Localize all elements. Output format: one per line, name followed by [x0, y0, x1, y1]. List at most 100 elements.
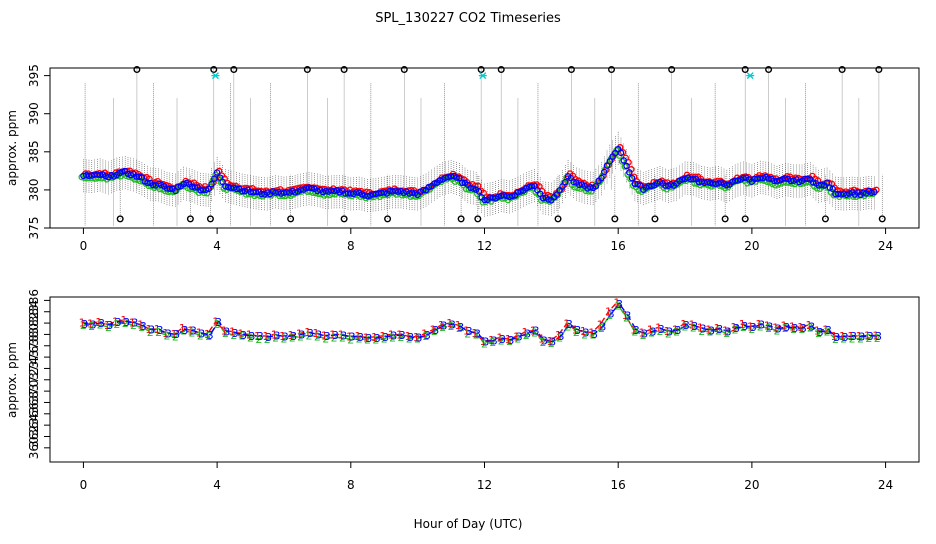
top-data-point — [773, 177, 781, 185]
top-high-outlier — [477, 66, 485, 74]
bottom-point-label-3: 3 — [574, 324, 581, 337]
top-cyan-marker — [211, 72, 220, 80]
bottom-point-label-3: 3 — [282, 330, 289, 343]
bottom-point-label-1: 1 — [221, 325, 228, 338]
bottom-point-label-1: 1 — [697, 322, 704, 335]
bottom-point-label-1: 1 — [797, 321, 804, 334]
bottom-point-label-3: 3 — [148, 324, 155, 337]
bottom-point-label-3: 3 — [382, 331, 389, 344]
bottom-point-label-2: 2 — [573, 326, 580, 339]
bottom-y-tick-label: 376 — [27, 346, 41, 369]
bottom-point-label-2: 2 — [707, 326, 714, 339]
bottom-point-label-3: 3 — [399, 329, 406, 342]
top-data-point — [648, 182, 655, 190]
bottom-point-label-3: 3 — [858, 331, 865, 344]
top-x-tick-label: 16 — [611, 239, 626, 253]
bottom-point-label-2: 2 — [314, 331, 321, 344]
bottom-point-label-2: 2 — [272, 332, 279, 345]
bottom-point-label-2: 2 — [439, 321, 446, 334]
bottom-point-label-3: 3 — [541, 334, 548, 347]
top-data-point — [596, 178, 604, 186]
bottom-point-label-2: 2 — [97, 319, 104, 332]
bottom-point-label-3: 3 — [591, 328, 598, 341]
bottom-point-label-3: 3 — [98, 317, 105, 330]
top-data-point — [205, 185, 213, 193]
bottom-point-label-1: 1 — [505, 333, 512, 346]
top-data-point — [860, 189, 867, 197]
bottom-point-label-2: 2 — [464, 328, 471, 341]
bottom-point-label-2: 2 — [514, 332, 521, 345]
bottom-point-label-3: 3 — [808, 320, 815, 333]
top-data-point — [562, 178, 569, 186]
bottom-y-tick-label: 368 — [27, 391, 41, 414]
bottom-point-label-1: 1 — [806, 319, 813, 332]
bottom-point-label-2: 2 — [815, 327, 822, 340]
bottom-point-label-2: 2 — [406, 332, 413, 345]
bottom-point-label-3: 3 — [299, 328, 306, 341]
top-data-point — [617, 149, 625, 157]
bottom-point-label-1: 1 — [847, 330, 854, 343]
top-data-point — [823, 179, 831, 186]
bottom-point-label-3: 3 — [775, 323, 782, 336]
bottom-point-label-3: 3 — [566, 318, 573, 331]
bottom-point-label-3: 3 — [198, 328, 205, 341]
bottom-point-label-2: 2 — [414, 333, 421, 346]
bottom-y-tick-label: 372 — [27, 368, 41, 391]
top-high-outlier — [741, 66, 749, 74]
top-data-point — [740, 174, 747, 182]
top-low-outlier — [457, 215, 465, 223]
top-high-outlier — [340, 66, 348, 74]
top-data-point — [559, 183, 566, 190]
bottom-point-label-2: 2 — [581, 328, 588, 341]
bottom-point-label-2: 2 — [297, 330, 304, 343]
bottom-point-label-2: 2 — [105, 321, 112, 334]
bottom-point-label-2: 2 — [732, 324, 739, 337]
top-data-point — [412, 193, 420, 200]
bottom-point-label-2: 2 — [690, 321, 697, 334]
bottom-point-label-1: 1 — [313, 327, 320, 340]
bottom-point-label-1: 1 — [296, 327, 303, 340]
bottom-point-label-3: 3 — [457, 321, 464, 334]
bottom-point-label-2: 2 — [473, 328, 480, 341]
bottom-point-label-2: 2 — [389, 332, 396, 345]
bottom-point-label-1: 1 — [329, 328, 336, 341]
bottom-point-label-3: 3 — [532, 325, 539, 338]
bottom-x-tick-label: 0 — [80, 478, 88, 492]
top-data-point — [731, 177, 739, 185]
bottom-point-label-1: 1 — [162, 327, 169, 340]
bottom-y-tick-label: 374 — [27, 357, 41, 380]
top-data-point — [704, 178, 711, 186]
bottom-point-label-2: 2 — [548, 337, 555, 350]
bottom-point-label-2: 2 — [665, 328, 672, 341]
top-data-point — [603, 162, 611, 169]
bottom-point-label-2: 2 — [247, 332, 254, 345]
bottom-point-label-2: 2 — [765, 322, 772, 335]
bottom-point-label-2: 2 — [339, 331, 346, 344]
bottom-point-label-3: 3 — [390, 329, 397, 342]
bottom-point-label-3: 3 — [817, 326, 824, 339]
top-high-outlier — [668, 66, 676, 74]
bottom-point-label-2: 2 — [807, 322, 814, 335]
bottom-point-label-3: 3 — [499, 333, 506, 346]
bottom-point-label-2: 2 — [239, 330, 246, 343]
top-data-point — [620, 157, 627, 164]
bottom-point-label-2: 2 — [431, 325, 438, 338]
bottom-point-label-2: 2 — [656, 325, 663, 338]
bottom-point-label-2: 2 — [180, 325, 187, 338]
bottom-point-label-1: 1 — [613, 296, 620, 309]
bottom-point-label-1: 1 — [563, 318, 570, 331]
bottom-point-label-1: 1 — [689, 319, 696, 332]
top-high-outlier — [567, 66, 575, 74]
bottom-point-label-3: 3 — [616, 298, 623, 311]
bottom-point-label-1: 1 — [672, 324, 679, 337]
bottom-point-label-1: 1 — [388, 328, 395, 341]
bottom-x-tick-label: 12 — [477, 478, 492, 492]
top-data-point — [628, 174, 636, 182]
top-y-axis-label: approx. ppm — [5, 110, 19, 186]
top-data-point — [119, 168, 126, 175]
top-high-outlier — [210, 66, 218, 74]
bottom-point-label-2: 2 — [790, 323, 797, 336]
top-data-point — [601, 168, 608, 176]
bottom-point-label-2: 2 — [506, 335, 513, 348]
bottom-point-label-1: 1 — [79, 316, 86, 329]
